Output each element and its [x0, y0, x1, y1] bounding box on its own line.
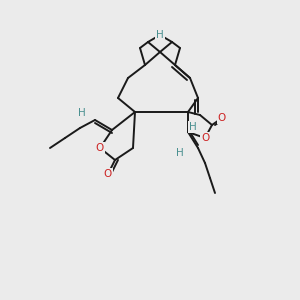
Text: H: H	[189, 122, 197, 132]
Text: O: O	[96, 143, 104, 153]
Text: O: O	[218, 113, 226, 123]
Text: H: H	[78, 108, 86, 118]
Text: H: H	[156, 30, 164, 40]
Text: H: H	[176, 148, 184, 158]
Text: O: O	[201, 133, 209, 143]
Text: O: O	[104, 169, 112, 179]
